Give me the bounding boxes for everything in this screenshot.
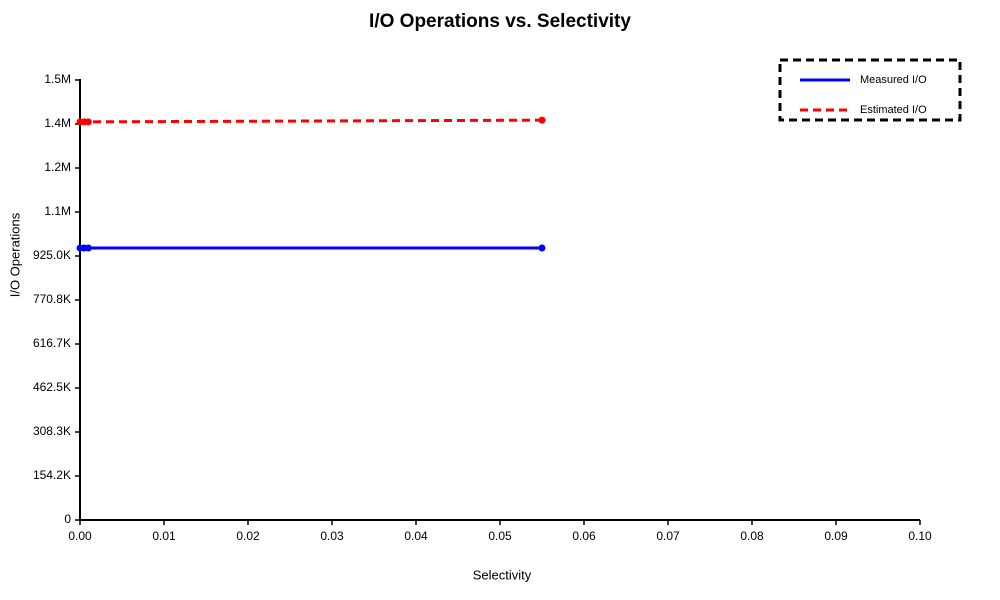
y-tick-label: 154.2K (33, 468, 71, 482)
legend-box (778, 58, 962, 122)
x-tick-label: 0.08 (740, 529, 764, 543)
y-axis-label: I/O Operations (7, 212, 22, 297)
x-tick-label: 0.02 (236, 529, 260, 543)
y-tick-label: 308.3K (33, 424, 71, 438)
x-tick-label: 0.01 (152, 529, 176, 543)
x-tick-label: 0.09 (824, 529, 848, 543)
x-tick-label: 0.06 (572, 529, 596, 543)
data-point (538, 244, 546, 252)
x-tick-label: 0.00 (68, 529, 92, 543)
data-point (84, 244, 92, 252)
x-tick-label: 0.04 (404, 529, 428, 543)
x-tick-label: 0.07 (656, 529, 680, 543)
legend-label: Measured I/O (860, 74, 927, 86)
chart-title: I/O Operations vs. Selectivity (369, 11, 631, 32)
legend-label: Estimated I/O (860, 104, 927, 116)
x-tick-label: 0.10 (908, 529, 932, 543)
x-tick-label: 0.05 (488, 529, 512, 543)
series-line (80, 118, 543, 124)
y-tick-label: 770.8K (33, 292, 71, 306)
x-tick-label: 0.03 (320, 529, 344, 543)
y-tick-label: 0 (64, 512, 71, 526)
y-tick-label: 1.5M (44, 72, 71, 86)
y-tick-label: 1.4M (44, 116, 71, 130)
y-tick-label: 1.2M (44, 160, 71, 174)
data-point (84, 118, 92, 126)
data-point (538, 116, 546, 124)
y-tick-label: 616.7K (33, 336, 71, 350)
y-tick-label: 462.5K (33, 380, 71, 394)
y-tick-label: 925.0K (33, 248, 71, 262)
x-axis-label: Selectivity (473, 567, 532, 582)
y-tick-label: 1.1M (44, 204, 71, 218)
